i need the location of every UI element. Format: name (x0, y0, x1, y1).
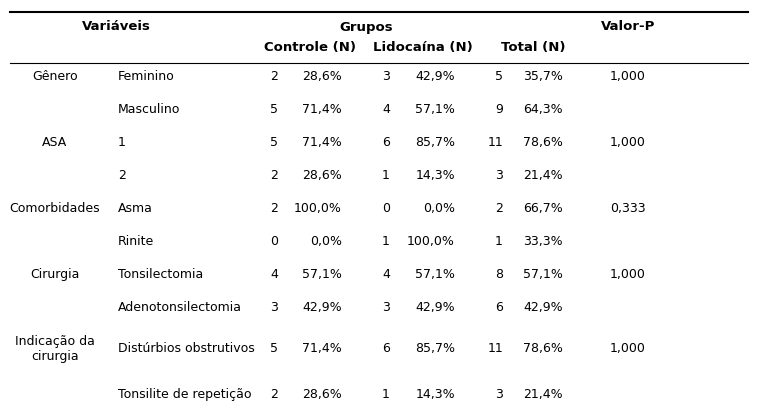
Text: 4: 4 (270, 268, 278, 281)
Text: 5: 5 (270, 103, 278, 116)
Text: 78,6%: 78,6% (523, 136, 563, 149)
Text: 1,000: 1,000 (610, 342, 646, 355)
Text: 1,000: 1,000 (610, 268, 646, 281)
Text: 100,0%: 100,0% (294, 202, 342, 216)
Text: 2: 2 (270, 389, 278, 402)
Text: 42,9%: 42,9% (415, 70, 455, 83)
Text: 2: 2 (495, 202, 503, 216)
Text: 2: 2 (270, 70, 278, 83)
Text: 3: 3 (382, 70, 390, 83)
Text: Asma: Asma (118, 202, 153, 216)
Text: 85,7%: 85,7% (415, 342, 455, 355)
Text: 78,6%: 78,6% (523, 342, 563, 355)
Text: 6: 6 (495, 301, 503, 315)
Text: 57,1%: 57,1% (415, 103, 455, 116)
Text: 64,3%: 64,3% (523, 103, 563, 116)
Text: 6: 6 (382, 136, 390, 149)
Text: 100,0%: 100,0% (407, 235, 455, 248)
Text: 11: 11 (487, 136, 503, 149)
Text: Lidocaína (N): Lidocaína (N) (373, 41, 472, 54)
Text: Total (N): Total (N) (501, 41, 565, 54)
Text: 2: 2 (270, 169, 278, 182)
Text: 21,4%: 21,4% (523, 169, 563, 182)
Text: 71,4%: 71,4% (302, 342, 342, 355)
Text: 35,7%: 35,7% (523, 70, 563, 83)
Text: 4: 4 (382, 268, 390, 281)
Text: 0,0%: 0,0% (310, 235, 342, 248)
Text: 85,7%: 85,7% (415, 136, 455, 149)
Text: 0,0%: 0,0% (423, 202, 455, 216)
Text: Valor-P: Valor-P (601, 20, 655, 34)
Text: 66,7%: 66,7% (523, 202, 563, 216)
Text: Cirurgia: Cirurgia (30, 268, 80, 281)
Text: 4: 4 (382, 103, 390, 116)
Text: 6: 6 (382, 342, 390, 355)
Text: ASA: ASA (42, 136, 67, 149)
Text: 1: 1 (382, 169, 390, 182)
Text: 21,4%: 21,4% (523, 389, 563, 402)
Text: 28,6%: 28,6% (302, 389, 342, 402)
Text: 9: 9 (495, 103, 503, 116)
Text: Masculino: Masculino (118, 103, 180, 116)
Text: 1: 1 (382, 235, 390, 248)
Text: 57,1%: 57,1% (523, 268, 563, 281)
Text: 0: 0 (382, 202, 390, 216)
Text: 5: 5 (495, 70, 503, 83)
Text: 0: 0 (270, 235, 278, 248)
Text: 71,4%: 71,4% (302, 136, 342, 149)
Text: Grupos: Grupos (340, 20, 393, 34)
Text: 14,3%: 14,3% (415, 389, 455, 402)
Text: 1,000: 1,000 (610, 70, 646, 83)
Text: Comorbidades: Comorbidades (10, 202, 100, 216)
Text: 3: 3 (495, 389, 503, 402)
Text: 14,3%: 14,3% (415, 169, 455, 182)
Text: 42,9%: 42,9% (415, 301, 455, 315)
Text: 2: 2 (270, 202, 278, 216)
Text: 8: 8 (495, 268, 503, 281)
Text: 11: 11 (487, 342, 503, 355)
Text: Tonsilite de repetição: Tonsilite de repetição (118, 389, 252, 402)
Text: 3: 3 (382, 301, 390, 315)
Text: Tonsilectomia: Tonsilectomia (118, 268, 203, 281)
Text: 57,1%: 57,1% (302, 268, 342, 281)
Text: 42,9%: 42,9% (523, 301, 563, 315)
Text: 57,1%: 57,1% (415, 268, 455, 281)
Text: 33,3%: 33,3% (523, 235, 563, 248)
Text: 1: 1 (382, 389, 390, 402)
Text: 1: 1 (118, 136, 126, 149)
Text: Rinite: Rinite (118, 235, 154, 248)
Text: 5: 5 (270, 342, 278, 355)
Text: Feminino: Feminino (118, 70, 175, 83)
Text: 1: 1 (495, 235, 503, 248)
Text: 42,9%: 42,9% (302, 301, 342, 315)
Text: 28,6%: 28,6% (302, 169, 342, 182)
Text: 28,6%: 28,6% (302, 70, 342, 83)
Text: 1,000: 1,000 (610, 136, 646, 149)
Text: 5: 5 (270, 136, 278, 149)
Text: 71,4%: 71,4% (302, 103, 342, 116)
Text: Distúrbios obstrutivos: Distúrbios obstrutivos (118, 342, 255, 355)
Text: Controle (N): Controle (N) (264, 41, 356, 54)
Text: 3: 3 (495, 169, 503, 182)
Text: Gênero: Gênero (32, 70, 78, 83)
Text: Adenotonsilectomia: Adenotonsilectomia (118, 301, 242, 315)
Text: Indicação da
cirurgia: Indicação da cirurgia (15, 335, 95, 363)
Text: 3: 3 (270, 301, 278, 315)
Text: 2: 2 (118, 169, 126, 182)
Text: 0,333: 0,333 (610, 202, 646, 216)
Text: Variáveis: Variáveis (82, 20, 151, 34)
